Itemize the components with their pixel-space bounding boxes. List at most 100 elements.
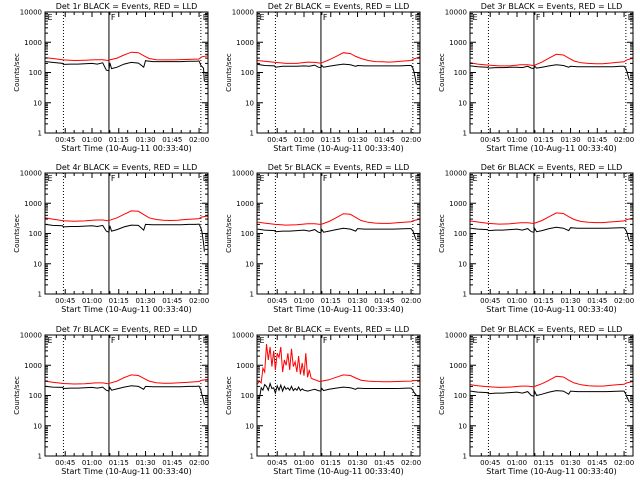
x-tick-label: 02:00: [189, 297, 209, 305]
x-tick-label: 00:45: [480, 136, 500, 144]
panel-title: Det 1r BLACK = Events, RED = LLD: [56, 2, 198, 11]
marker-label-f: F: [323, 13, 328, 22]
x-axis-label: Start Time (10-Aug-11 00:33:40): [61, 144, 192, 153]
series-lld: [44, 374, 209, 385]
y-tick-label: 1000: [236, 200, 254, 208]
marker-label-e: E: [472, 174, 477, 183]
x-tick-label: 00:45: [267, 459, 287, 467]
series-events: [470, 64, 630, 81]
series-lld: [469, 212, 634, 225]
y-tick-label: 100: [454, 230, 467, 238]
x-tick-label: 01:15: [109, 459, 129, 467]
y-tick-label: 1: [463, 130, 467, 138]
y-tick-label: 10000: [20, 332, 42, 340]
x-tick-label: 02:00: [401, 297, 421, 305]
series-events: [45, 385, 205, 405]
x-tick-label: 01:45: [374, 136, 394, 144]
x-tick-label: 00:45: [55, 297, 75, 305]
x-tick-label: 01:30: [135, 136, 155, 144]
panel-title: Det 3r BLACK = Events, RED = LLD: [481, 2, 623, 11]
y-tick-label: 10: [33, 99, 42, 107]
y-tick-label: 10000: [232, 9, 254, 17]
x-tick-label: 01:30: [560, 136, 580, 144]
x-axis-label: Start Time (10-Aug-11 00:33:40): [273, 144, 404, 153]
y-tick-label: 10: [458, 422, 467, 430]
marker-label-e: E: [259, 336, 264, 345]
panel-title: Det 2r BLACK = Events, RED = LLD: [268, 2, 410, 11]
marker-label-e: E: [472, 336, 477, 345]
marker-label-e: E: [415, 13, 420, 22]
x-tick-label: 01:30: [347, 136, 367, 144]
marker-label-e: E: [472, 13, 477, 22]
marker-label-f: F: [111, 174, 116, 183]
y-tick-label: 1: [38, 453, 42, 461]
y-tick-label: 100: [241, 69, 254, 77]
marker-label-e: E: [628, 336, 633, 345]
x-tick-label: 02:00: [614, 136, 634, 144]
x-tick-label: 01:00: [294, 459, 314, 467]
y-tick-label: 10000: [232, 332, 254, 340]
x-tick-label: 01:30: [135, 459, 155, 467]
y-tick-label: 100: [454, 392, 467, 400]
marker-label-e: E: [628, 174, 633, 183]
x-tick-label: 01:15: [534, 136, 554, 144]
y-tick-label: 1000: [449, 362, 467, 370]
y-tick-label: 1000: [236, 362, 254, 370]
x-axis-label: Start Time (10-Aug-11 00:33:40): [273, 305, 404, 314]
panel-det-8: Det 8r BLACK = Events, RED = LLD E F E 1 10 10…: [225, 325, 421, 476]
x-tick-label: 00:45: [55, 136, 75, 144]
y-tick-label: 1000: [24, 362, 42, 370]
series-lld: [256, 344, 421, 385]
series-lld: [256, 213, 421, 226]
x-tick-label: 01:00: [507, 459, 527, 467]
x-tick-label: 01:00: [294, 136, 314, 144]
y-tick-label: 10000: [232, 170, 254, 178]
y-tick-label: 10: [245, 260, 254, 268]
panel-det-2: Det 2r BLACK = Events, RED = LLD E F E 1 10 10…: [225, 2, 421, 153]
series-events: [45, 60, 205, 82]
y-axis-label: Counts/sec: [225, 376, 233, 415]
y-tick-label: 100: [241, 392, 254, 400]
y-axis-label: Counts/sec: [13, 53, 21, 92]
marker-label-e: E: [47, 336, 52, 345]
panel-det-5: Det 5r BLACK = Events, RED = LLD E F E 1 10 10…: [225, 163, 421, 314]
y-tick-label: 100: [241, 230, 254, 238]
y-tick-label: 10000: [445, 170, 467, 178]
x-tick-label: 01:00: [507, 297, 527, 305]
marker-label-f: F: [111, 13, 116, 22]
x-tick-label: 01:30: [347, 459, 367, 467]
x-tick-label: 01:30: [560, 459, 580, 467]
x-tick-label: 01:15: [321, 459, 341, 467]
x-tick-label: 01:30: [135, 297, 155, 305]
y-tick-label: 1000: [24, 200, 42, 208]
y-tick-label: 10: [245, 422, 254, 430]
x-axis-label: Start Time (10-Aug-11 00:33:40): [486, 305, 617, 314]
x-axis-label: Start Time (10-Aug-11 00:33:40): [61, 467, 192, 476]
y-axis-label: Counts/sec: [225, 53, 233, 92]
y-tick-label: 1000: [449, 39, 467, 47]
y-tick-label: 10: [245, 99, 254, 107]
panel-det-7: Det 7r BLACK = Events, RED = LLD E F E 1 10 10…: [13, 325, 209, 476]
x-tick-label: 02:00: [189, 136, 209, 144]
x-tick-label: 02:00: [614, 459, 634, 467]
marker-label-e: E: [415, 174, 420, 183]
panel-det-1: Det 1r BLACK = Events, RED = LLD E F E 1 10 10…: [13, 2, 209, 153]
x-tick-label: 01:45: [587, 297, 607, 305]
y-tick-label: 100: [29, 392, 42, 400]
series-events: [257, 381, 417, 400]
y-tick-label: 1: [463, 291, 467, 299]
y-tick-label: 1: [250, 291, 254, 299]
panel-det-3: Det 3r BLACK = Events, RED = LLD E F E 1 10 10…: [438, 2, 634, 153]
x-tick-label: 01:00: [507, 136, 527, 144]
marker-label-e: E: [628, 13, 633, 22]
marker-label-e: E: [259, 13, 264, 22]
marker-label-f: F: [536, 336, 541, 345]
series-events: [257, 63, 417, 85]
series-lld: [469, 53, 634, 67]
y-axis-label: Counts/sec: [13, 214, 21, 253]
x-tick-label: 00:45: [267, 136, 287, 144]
y-tick-label: 10: [458, 99, 467, 107]
x-tick-label: 00:45: [480, 297, 500, 305]
